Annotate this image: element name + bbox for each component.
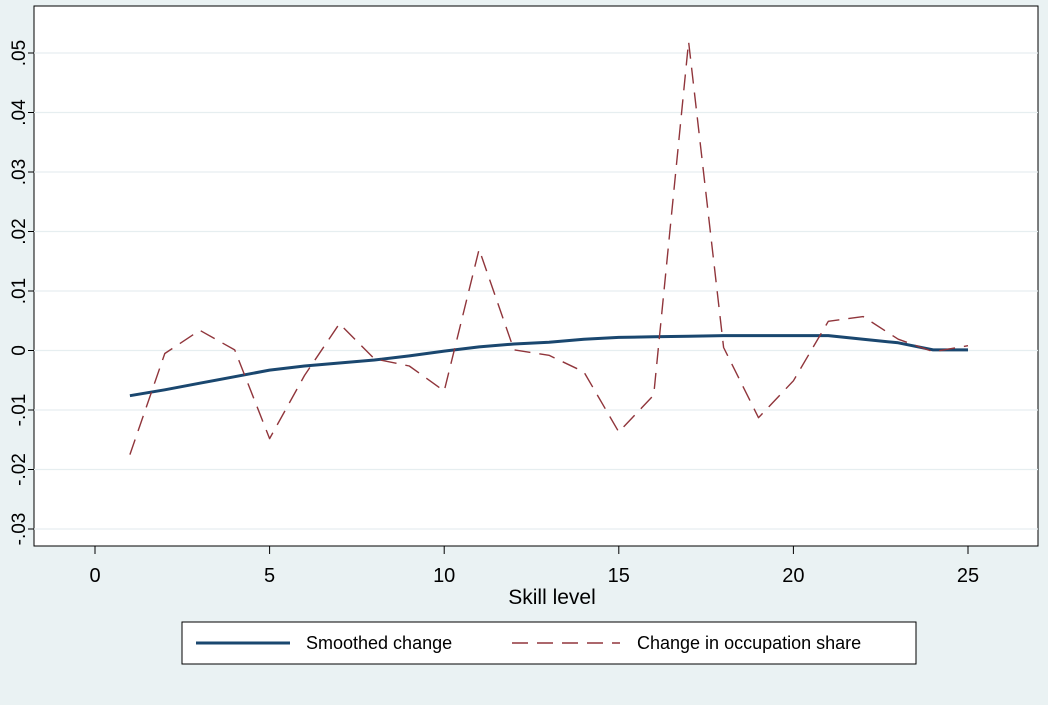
x-tick-label: 10 xyxy=(433,565,455,587)
series-line-occupation-share xyxy=(129,41,969,455)
y-tick-label: -.03 xyxy=(9,513,30,546)
plot-area xyxy=(33,5,1039,547)
x-axis: 0 5 10 15 20 25 xyxy=(89,546,979,587)
y-tick-label: .04 xyxy=(9,99,30,126)
y-tick-label: .02 xyxy=(9,218,30,244)
y-tick-label: 0 xyxy=(9,345,30,356)
x-tick-label: 15 xyxy=(608,565,630,587)
series-line-smoothed-change xyxy=(129,334,968,398)
y-tick-label: .03 xyxy=(9,159,30,185)
x-tick-label: 20 xyxy=(782,565,804,587)
y-tick-label: .05 xyxy=(9,40,30,66)
y-tick-label: -.01 xyxy=(9,394,30,427)
legend-label: Change in occupation share xyxy=(637,633,861,653)
grid xyxy=(34,52,1038,530)
legend: Smoothed change Change in occupation shar… xyxy=(181,621,917,665)
x-tick-label: 25 xyxy=(957,565,979,587)
series-layer xyxy=(129,41,969,455)
y-axis: -.03 -.02 -.01 0 .01 .02 .03 .04 .05 xyxy=(9,40,34,546)
y-tick-label: -.02 xyxy=(9,453,30,486)
legend-label: Smoothed change xyxy=(306,633,452,653)
x-tick-label: 0 xyxy=(89,565,100,587)
y-tick-label: .01 xyxy=(9,278,30,304)
x-tick-label: 5 xyxy=(264,565,275,587)
x-axis-label: Skill level xyxy=(508,586,596,609)
